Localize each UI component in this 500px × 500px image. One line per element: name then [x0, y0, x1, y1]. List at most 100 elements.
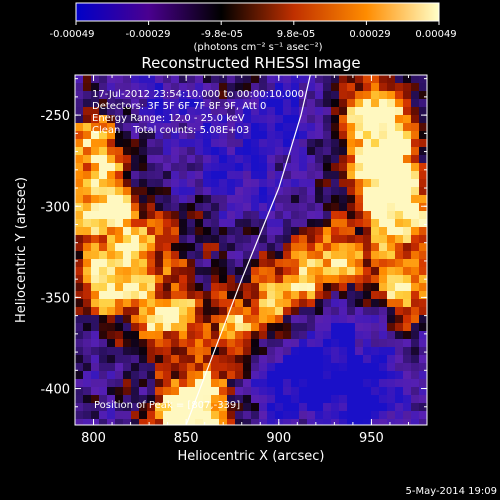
heatmap-cell: [123, 275, 132, 284]
heatmap-cell: [403, 187, 412, 196]
heatmap-cell: [179, 83, 188, 92]
heatmap-cell: [115, 291, 124, 300]
heatmap-cell: [283, 363, 292, 372]
heatmap-cell: [363, 259, 372, 268]
heatmap-cell: [131, 347, 140, 356]
heatmap-cell: [251, 219, 260, 228]
heatmap-cell: [315, 243, 324, 252]
heatmap-cell: [75, 347, 84, 356]
heatmap-cell: [139, 227, 148, 236]
heatmap-cell: [267, 147, 276, 156]
heatmap-cell: [251, 339, 260, 348]
heatmap-cell: [147, 115, 156, 124]
heatmap-cell: [139, 147, 148, 156]
heatmap-cell: [267, 347, 276, 356]
heatmap-cell: [99, 155, 108, 164]
heatmap-cell: [139, 387, 148, 396]
heatmap-cell: [243, 347, 252, 356]
heatmap-cell: [243, 363, 252, 372]
heatmap-cell: [195, 315, 204, 324]
heatmap-cell: [347, 139, 356, 148]
heatmap-cell: [147, 83, 156, 92]
heatmap-cell: [387, 83, 396, 92]
heatmap-cell: [163, 179, 172, 188]
heatmap-cell: [171, 83, 180, 92]
heatmap-cell: [115, 419, 124, 425]
heatmap-cell: [395, 123, 404, 132]
heatmap-cell: [243, 219, 252, 228]
heatmap-cell: [75, 171, 84, 180]
heatmap-cell: [323, 195, 332, 204]
heatmap-cell: [99, 227, 108, 236]
heatmap-cell: [99, 299, 108, 308]
heatmap-cell: [235, 419, 244, 425]
heatmap-cell: [275, 251, 284, 260]
heatmap-cell: [411, 75, 420, 84]
heatmap-cell: [347, 275, 356, 284]
heatmap-cell: [179, 219, 188, 228]
heatmap-cell: [251, 363, 260, 372]
heatmap-cell: [403, 219, 412, 228]
heatmap-cell: [163, 331, 172, 340]
heatmap-cell: [307, 299, 316, 308]
heatmap-cell: [315, 267, 324, 276]
heatmap-cell: [291, 387, 300, 396]
heatmap-cell: [331, 347, 340, 356]
heatmap-cell: [371, 227, 380, 236]
heatmap-cell: [147, 363, 156, 372]
heatmap-cell: [267, 315, 276, 324]
heatmap-cell: [419, 139, 427, 148]
heatmap-cell: [395, 251, 404, 260]
heatmap-cell: [243, 307, 252, 316]
heatmap-cell: [251, 171, 260, 180]
heatmap-cell: [107, 187, 116, 196]
heatmap-cell: [403, 179, 412, 188]
heatmap-cell: [211, 163, 220, 172]
heatmap-cell: [403, 211, 412, 220]
heatmap-cell: [83, 411, 92, 420]
heatmap-cell: [307, 315, 316, 324]
heatmap-cell: [331, 387, 340, 396]
heatmap-cell: [187, 315, 196, 324]
heatmap-cell: [419, 387, 427, 396]
heatmap-cell: [195, 203, 204, 212]
heatmap-cell: [363, 307, 372, 316]
heatmap-cell: [91, 155, 100, 164]
heatmap-cell: [291, 115, 300, 124]
heatmap-cell: [323, 155, 332, 164]
colorbar-tick-label: -0.00029: [126, 29, 171, 40]
heatmap-cell: [219, 267, 228, 276]
annotation-detectors: Detectors: 3F 5F 6F 7F 8F 9F, Att 0: [92, 101, 266, 112]
heatmap-cell: [235, 315, 244, 324]
heatmap-cell: [211, 91, 220, 100]
heatmap-cell: [227, 307, 236, 316]
heatmap-cell: [331, 83, 340, 92]
heatmap-cell: [267, 283, 276, 292]
heatmap-cell: [83, 323, 92, 332]
heatmap-cell: [259, 195, 268, 204]
heatmap-cell: [403, 299, 412, 308]
heatmap-cell: [91, 259, 100, 268]
heatmap-cell: [307, 395, 316, 404]
heatmap-cell: [227, 379, 236, 388]
heatmap-cell: [99, 267, 108, 276]
heatmap-cell: [379, 195, 388, 204]
heatmap-cell: [315, 187, 324, 196]
heatmap-cell: [179, 123, 188, 132]
heatmap-cell: [363, 139, 372, 148]
heatmap-cell: [315, 155, 324, 164]
heatmap-cell: [235, 219, 244, 228]
heatmap-cell: [283, 195, 292, 204]
heatmap-cell: [123, 371, 132, 380]
heatmap-cell: [211, 251, 220, 260]
heatmap-cell: [243, 91, 252, 100]
heatmap-cell: [291, 171, 300, 180]
heatmap-cell: [291, 371, 300, 380]
heatmap-cell: [315, 115, 324, 124]
heatmap-cell: [379, 339, 388, 348]
heatmap-cell: [323, 91, 332, 100]
heatmap-cell: [243, 291, 252, 300]
heatmap-cell: [235, 379, 244, 388]
heatmap-cell: [211, 387, 220, 396]
heatmap-cell: [299, 355, 308, 364]
